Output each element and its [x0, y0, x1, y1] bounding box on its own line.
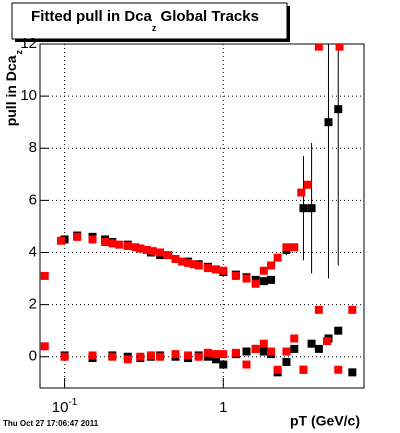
data-point	[322, 337, 331, 346]
data-point	[123, 241, 132, 250]
data-point	[242, 274, 251, 283]
data-point	[136, 352, 145, 361]
data-point	[73, 232, 82, 241]
y-tick-label: 12	[20, 35, 37, 52]
data-point	[131, 243, 140, 252]
data-point	[40, 271, 49, 280]
data-point	[282, 243, 291, 252]
data-point	[307, 339, 316, 348]
data-point	[267, 275, 276, 284]
data-point	[267, 261, 276, 270]
chart-title: Fitted pull in Dcaz Global Tracks	[31, 8, 259, 33]
y-tick-label: 10	[20, 87, 37, 104]
data-point	[303, 180, 312, 189]
data-point	[299, 365, 308, 374]
data-point	[259, 347, 268, 356]
data-point	[348, 368, 357, 377]
data-point	[290, 334, 299, 343]
data-point	[259, 277, 268, 286]
data-point	[189, 260, 198, 269]
data-point	[282, 357, 291, 366]
data-point	[156, 352, 165, 361]
data-point	[108, 239, 117, 248]
data-point	[60, 352, 69, 361]
x-tick-label: 1	[219, 399, 227, 416]
data-point	[88, 351, 97, 360]
x-tick-base: 10	[52, 399, 69, 416]
x-axis-label: pT (GeV/c)	[290, 413, 360, 429]
data-point	[314, 305, 323, 314]
data-point	[184, 258, 193, 267]
data-point	[203, 264, 212, 273]
data-point	[194, 261, 203, 270]
y-tick-label: 6	[29, 191, 37, 208]
title-box	[11, 2, 288, 40]
data-point	[136, 244, 145, 253]
y-tick-label: 2	[29, 296, 37, 313]
data-point	[231, 271, 240, 280]
data-point	[334, 365, 343, 374]
data-point	[334, 105, 343, 114]
data-point	[335, 44, 344, 51]
data-point	[242, 360, 251, 369]
y-tick-label: 4	[29, 243, 37, 260]
y-axis-label: pull in Dcaz	[3, 50, 25, 127]
x-tick-label: 10-1	[52, 397, 78, 416]
data-point	[219, 360, 228, 369]
data-point	[40, 342, 49, 351]
data-point	[114, 240, 123, 249]
data-point	[88, 235, 97, 244]
timestamp: Thu Oct 27 17:06:47 2011	[3, 419, 99, 428]
data-point	[314, 344, 323, 353]
data-point	[324, 118, 333, 127]
data-point	[273, 365, 282, 374]
data-point	[178, 257, 187, 266]
y-tick-label: 0	[29, 348, 37, 365]
data-point	[348, 305, 357, 314]
data-point	[101, 238, 110, 247]
data-point	[273, 253, 282, 262]
data-point	[108, 352, 117, 361]
data-point	[57, 236, 66, 245]
data-point	[148, 247, 157, 256]
data-point	[290, 243, 299, 252]
data-point	[297, 188, 306, 197]
data-point	[334, 326, 343, 335]
data-point	[299, 204, 308, 213]
x-tick-exponent: -1	[68, 397, 77, 408]
data-point	[212, 355, 221, 364]
data-point	[242, 347, 251, 356]
data-point	[267, 347, 276, 356]
data-point	[251, 344, 260, 353]
data-point	[259, 339, 268, 348]
data-point	[171, 350, 180, 359]
data-point	[212, 265, 221, 274]
plot-frame	[39, 43, 365, 389]
data-point	[146, 351, 155, 360]
data-point	[156, 248, 165, 257]
data-point	[307, 204, 316, 213]
data-point	[231, 348, 240, 357]
data-point	[259, 266, 268, 275]
data-point	[171, 255, 180, 263]
data-point	[123, 355, 132, 364]
data-point	[212, 350, 221, 359]
y-tick-label: 8	[29, 139, 37, 156]
data-point	[251, 279, 260, 288]
data-point	[282, 347, 291, 356]
data-point	[194, 352, 203, 361]
data-point	[314, 44, 323, 51]
data-point	[203, 348, 212, 357]
data-point	[290, 344, 299, 353]
data-point	[164, 251, 173, 260]
data-point	[142, 245, 151, 254]
data-point	[219, 266, 228, 275]
data-point	[219, 350, 228, 359]
data-point	[184, 351, 193, 360]
